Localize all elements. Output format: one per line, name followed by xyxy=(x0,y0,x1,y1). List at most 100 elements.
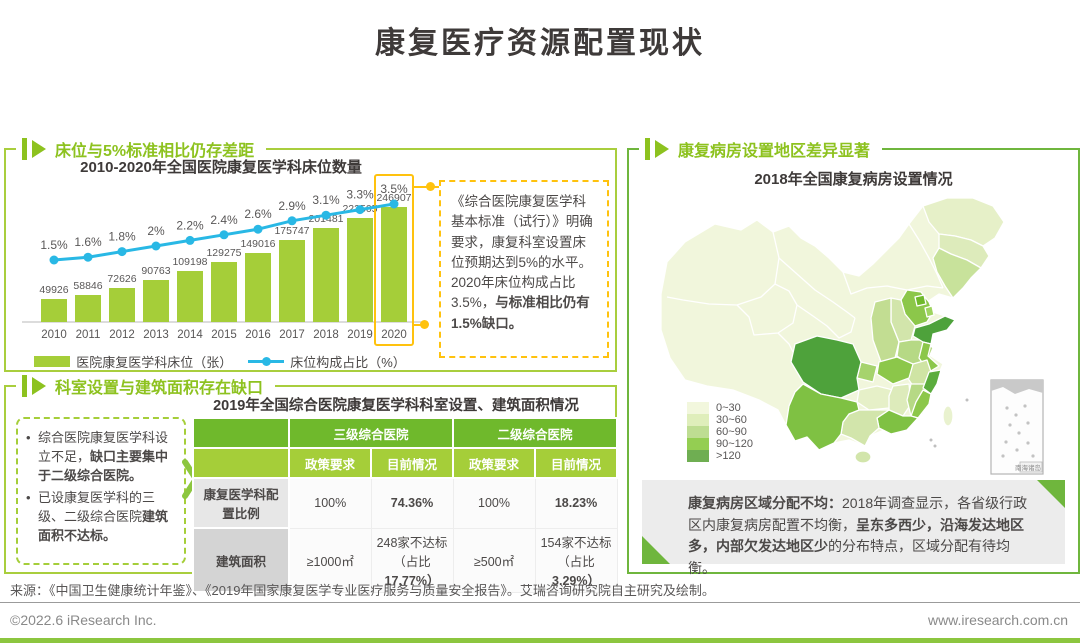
legend-row: 30~60 xyxy=(687,414,753,426)
legend-line-swatch-icon xyxy=(248,357,285,366)
map-region-sichuan xyxy=(790,335,862,399)
map-region-zhejiang xyxy=(922,369,942,395)
map-border-lines xyxy=(666,223,944,357)
text-run: 建筑面积不达标。 xyxy=(38,508,169,544)
table-group-header: 三级综合医院 xyxy=(287,417,455,449)
bar-2018 xyxy=(313,228,339,322)
table-data-cell: 100% xyxy=(452,477,536,529)
legend-bar-swatch-icon xyxy=(34,356,71,367)
bullet-dot-icon: • xyxy=(26,430,31,445)
line-point xyxy=(253,224,263,234)
map-region-hainan xyxy=(854,450,872,464)
text-run: 18.23% xyxy=(554,496,598,511)
x-tick-label: 2018 xyxy=(313,329,339,341)
text-run: 缺口主要集中于二级综合医院。 xyxy=(38,449,169,484)
x-tick-label: 2010 xyxy=(41,329,67,341)
legend-swatch-icon xyxy=(687,402,709,414)
inset-label: 南海诸岛 xyxy=(1015,463,1041,472)
bar-2017 xyxy=(279,240,305,322)
table-data-cell: 18.23% xyxy=(534,477,618,529)
footer-divider xyxy=(0,602,1080,603)
bar-value-label: 109198 xyxy=(172,256,207,268)
line-value-label: 2.2% xyxy=(176,218,204,232)
x-tick-label: 2013 xyxy=(143,329,169,341)
header-bar-icon xyxy=(22,375,27,397)
section-map-title: 康复病房设置地区差异显著 xyxy=(678,143,871,160)
table-data-cell: ≥1000㎡ xyxy=(288,527,372,593)
bar-2015 xyxy=(211,262,237,322)
text-run: ≥500㎡ xyxy=(473,554,515,569)
bar-value-label: 58846 xyxy=(73,280,102,292)
beds-callout-note: 《综合医院康复医学科基本标准（试行）》明确要求，康复科室设置床位预期达到5%的水… xyxy=(439,180,609,358)
map-region-yunnan xyxy=(785,383,860,451)
south-sea-inset: 南海诸岛 xyxy=(990,379,1044,475)
line-value-label: 3.5% xyxy=(380,182,408,196)
legend-row: >120 xyxy=(687,450,753,462)
legend-swatch-icon xyxy=(687,438,709,450)
bar-2016 xyxy=(245,253,271,322)
bar-value-label: 72626 xyxy=(107,273,136,285)
text-run: ≥1000㎡ xyxy=(306,554,354,569)
text-run: 呈东多西少，沿海发达地区多，内部欠发达地区少 xyxy=(688,516,1024,555)
map-note-text: 康复病房区域分配不均：2018年调查显示，各省级行政区内康复病房配置不均衡，呈东… xyxy=(688,495,1027,576)
bullet-item: • 综合医院康复医学科设立不足，缺口主要集中于二级综合医院。 xyxy=(26,428,178,486)
beds-chart-title: 2010-2020年全国医院康复医学科床位数量 xyxy=(80,159,362,176)
beds-chart-legend: 医院康复医学科床位（张） 床位构成占比（%） xyxy=(6,352,434,371)
section-dept-title: 科室设置与建筑面积存在缺口 xyxy=(55,380,264,397)
bullet-item: • 已设康复医学科的三级、二级综合医院建筑面积不达标。 xyxy=(26,488,178,546)
bar-2020 xyxy=(381,207,407,322)
bar-2019 xyxy=(347,218,373,322)
callout-connector-top-dot xyxy=(426,182,435,191)
header-arrow-icon xyxy=(32,140,46,158)
table-sub-header-row: 政策要求 目前情况 政策要求 目前情况 xyxy=(192,447,619,479)
sea-islet-dots xyxy=(929,398,969,448)
line-point xyxy=(389,199,399,209)
text-run: 3.29%） xyxy=(552,573,600,588)
x-tick-label: 2012 xyxy=(109,329,135,341)
map-legend: 0~30 30~60 60~90 90~120 >120 xyxy=(687,402,753,462)
section-dept: 科室设置与建筑面积存在缺口 • 综合医院康复医学科设立不足，缺口主要集中于二级综合… xyxy=(4,373,619,593)
bullet-dot-icon: • xyxy=(26,489,31,505)
map-region-tianjin xyxy=(924,305,935,318)
legend-label: 90~120 xyxy=(716,438,754,450)
bottom-green-strip xyxy=(0,638,1080,643)
section-map-header: 康复病房设置地区差异显著 xyxy=(639,136,883,162)
line-point xyxy=(151,241,161,251)
legend-line-label: 床位构成占比（%） xyxy=(290,355,406,370)
line-point xyxy=(219,230,229,240)
beds-combo-chart: 49926 2010 58846 2011 72626 2012 90763 2013 1091… xyxy=(22,174,428,346)
text-run: 100% xyxy=(478,496,510,511)
legend-label: >120 xyxy=(716,450,741,462)
x-tick-label: 2020 xyxy=(381,329,407,341)
x-tick-label: 2019 xyxy=(347,329,373,341)
website-text: www.iresearch.com.cn xyxy=(927,612,1068,628)
line-point xyxy=(287,216,297,226)
bar-value-label: 90763 xyxy=(141,265,170,277)
map-region-liaoning xyxy=(932,247,982,299)
x-tick-label: 2014 xyxy=(177,329,203,341)
bullet-text: 综合医院康复医学科设立不足，缺口主要集中于二级综合医院。 xyxy=(38,428,178,486)
dept-table: 三级综合医院 二级综合医院 政策要求 目前情况 政策要求 目前情况 康复医学科配置比例 100… xyxy=(192,417,619,593)
source-note: 来源：《中国卫生健康统计年鉴》、《2019年国家康复医学专业医疗服务与质量安全报… xyxy=(10,583,715,598)
legend-swatch-icon xyxy=(687,450,709,462)
x-tick-label: 2011 xyxy=(76,329,101,341)
legend-label: 30~60 xyxy=(716,414,747,426)
bar-2011 xyxy=(75,295,101,322)
line-value-label: 1.5% xyxy=(40,238,68,252)
header-bar-icon xyxy=(645,138,650,160)
highlight-2020-box xyxy=(374,174,414,346)
line-value-label: 3.1% xyxy=(312,193,340,207)
legend-swatch-icon xyxy=(687,426,709,438)
table-sub-header: 目前情况 xyxy=(369,447,455,479)
table-group-header-row: 三级综合医院 二级综合医院 xyxy=(192,417,619,449)
line-value-label: 1.8% xyxy=(108,230,136,244)
table-data-cell: 100% xyxy=(288,477,372,529)
map-title: 2018年全国康复病房设置情况 xyxy=(754,171,953,188)
dept-bullet-box: • 综合医院康复医学科设立不足，缺口主要集中于二级综合医院。 • 已设康复医学科的三级… xyxy=(16,417,186,565)
line-value-label: 2.4% xyxy=(210,213,238,227)
line-value-label: 2.9% xyxy=(278,199,306,213)
section-beds-header: 床位与5%标准相比仍存差距 xyxy=(16,136,267,162)
table-sub-header: 政策要求 xyxy=(452,447,537,479)
section-beds: 床位与5%标准相比仍存差距 2010-2020年全国医院康复医学科床位数量 49… xyxy=(4,136,617,372)
text-run: 已设康复医学科的三级、二级综合医院 xyxy=(38,489,156,524)
